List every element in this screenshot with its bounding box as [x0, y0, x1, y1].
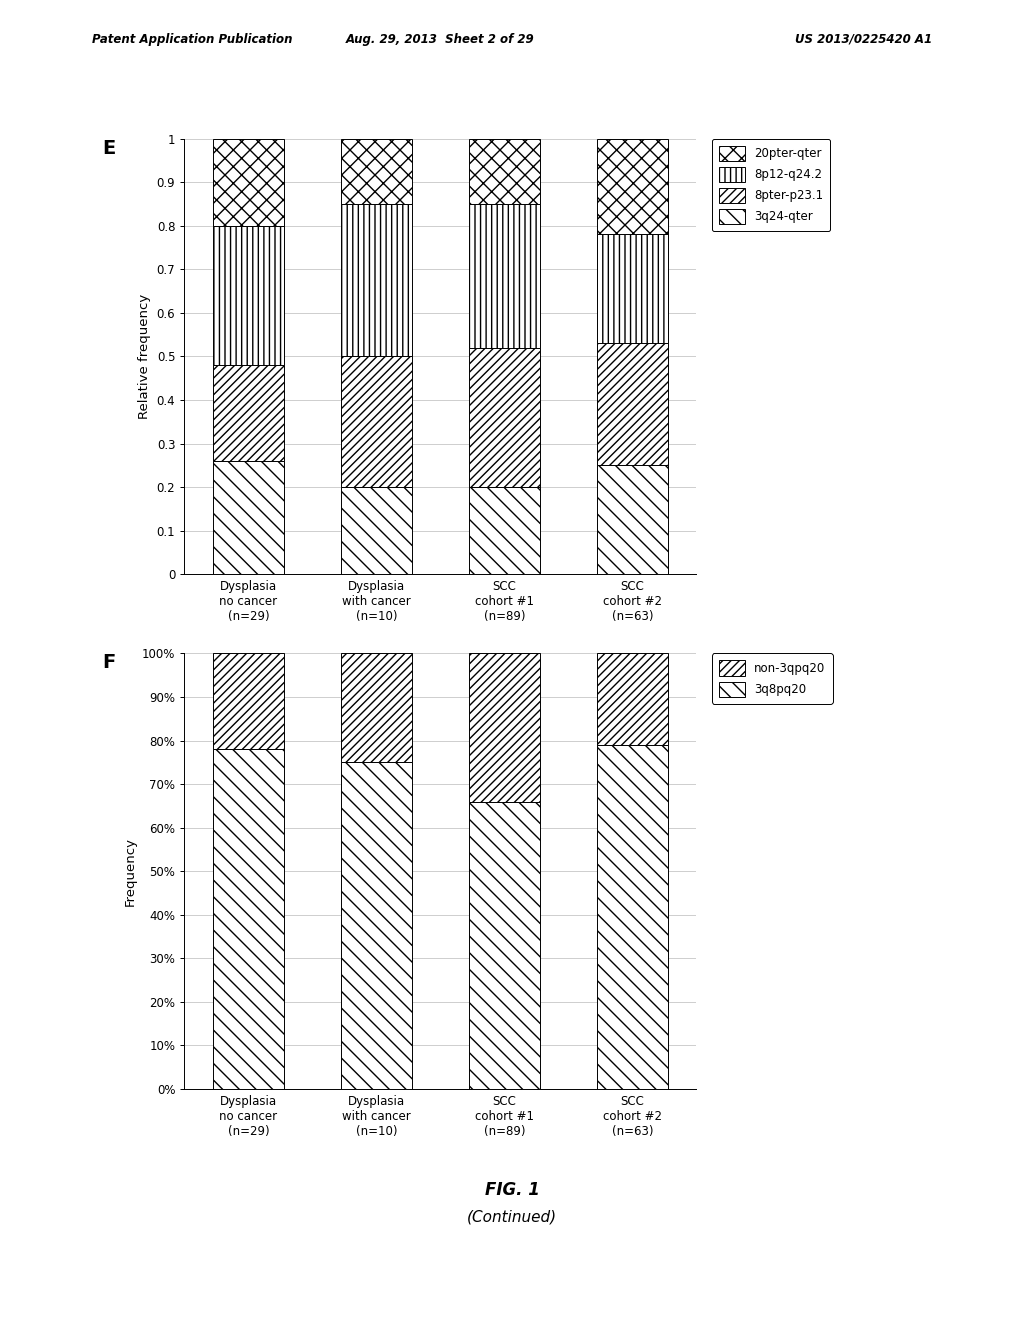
- Bar: [597, 744, 668, 1089]
- Bar: [341, 139, 412, 205]
- Bar: [597, 235, 668, 343]
- Bar: [597, 139, 668, 235]
- Bar: [341, 356, 412, 487]
- Y-axis label: Frequency: Frequency: [123, 837, 136, 906]
- Text: E: E: [102, 139, 116, 157]
- Bar: [341, 487, 412, 574]
- Text: FIG. 1: FIG. 1: [484, 1180, 540, 1199]
- Bar: [597, 465, 668, 574]
- Bar: [213, 653, 284, 750]
- Bar: [341, 762, 412, 1089]
- Bar: [597, 653, 668, 744]
- Bar: [341, 205, 412, 356]
- Bar: [469, 139, 540, 203]
- Text: (Continued): (Continued): [467, 1209, 557, 1224]
- Bar: [213, 139, 284, 226]
- Bar: [213, 366, 284, 461]
- Bar: [341, 653, 412, 762]
- Bar: [213, 226, 284, 366]
- Legend: 20pter-qter, 8p12-q24.2, 8pter-p23.1, 3q24-qter: 20pter-qter, 8p12-q24.2, 8pter-p23.1, 3q…: [712, 139, 830, 231]
- Y-axis label: Relative frequency: Relative frequency: [138, 294, 152, 418]
- Legend: non-3qpq20, 3q8pq20: non-3qpq20, 3q8pq20: [712, 653, 833, 704]
- Bar: [469, 203, 540, 347]
- Bar: [597, 343, 668, 465]
- Bar: [469, 653, 540, 801]
- Bar: [469, 347, 540, 487]
- Bar: [213, 461, 284, 574]
- Bar: [469, 801, 540, 1089]
- Text: US 2013/0225420 A1: US 2013/0225420 A1: [795, 33, 932, 46]
- Bar: [469, 487, 540, 574]
- Text: Patent Application Publication: Patent Application Publication: [92, 33, 293, 46]
- Text: Aug. 29, 2013  Sheet 2 of 29: Aug. 29, 2013 Sheet 2 of 29: [346, 33, 535, 46]
- Bar: [213, 750, 284, 1089]
- Text: F: F: [102, 653, 116, 672]
